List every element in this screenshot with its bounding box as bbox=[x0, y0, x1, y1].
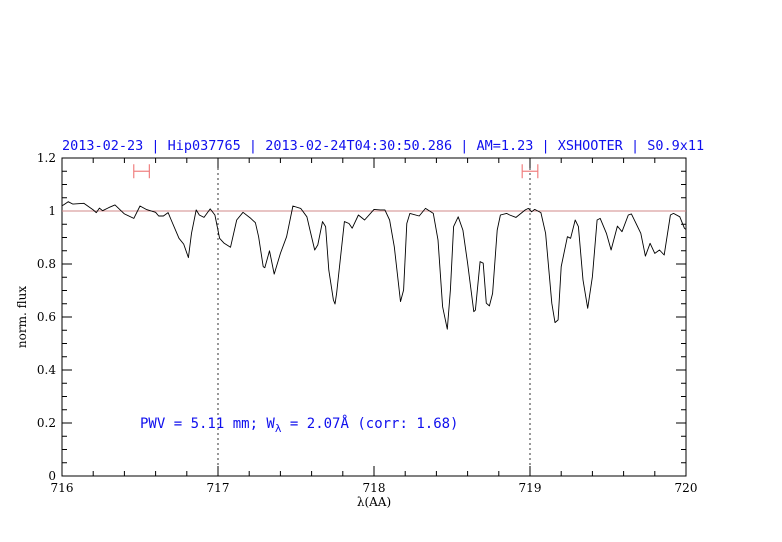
y-tick-label: 1 bbox=[48, 204, 56, 218]
x-tick-label: 719 bbox=[519, 481, 542, 495]
width-text: = 2.07Å (corr: 1.68) bbox=[281, 415, 458, 432]
y-tick-label: 0.4 bbox=[37, 363, 56, 377]
y-tick-label: 0.2 bbox=[37, 416, 56, 430]
y-tick-label: 0 bbox=[48, 469, 56, 483]
y-tick-label: 0.6 bbox=[37, 310, 56, 324]
x-tick-label: 717 bbox=[207, 481, 230, 495]
lambda-subscript: λ bbox=[275, 422, 282, 435]
x-axis-label: λ(AA) bbox=[357, 495, 391, 509]
error-bar bbox=[133, 164, 150, 179]
axes: 716 717 718 719 720 0 0.2 0.4 0.6 0.8 1 1.2 bbox=[37, 151, 698, 495]
marks bbox=[61, 158, 687, 476]
error-bar bbox=[521, 164, 539, 179]
x-tick-label: 718 bbox=[363, 481, 386, 495]
pwv-text: PWV = 5.11 mm; W bbox=[140, 416, 275, 432]
y-axis-label: norm. flux bbox=[15, 286, 29, 348]
y-tick-label: 0.8 bbox=[37, 257, 56, 271]
pwv-annotation: PWV = 5.11 mm; Wλ = 2.07Å (corr: 1.68) bbox=[140, 415, 459, 435]
y-tick-label: 1.2 bbox=[37, 151, 56, 165]
spectrum-line bbox=[61, 201, 687, 330]
chart-title: 2013-02-23 | Hip037765 | 2013-02-24T04:3… bbox=[62, 138, 704, 154]
x-tick-label: 716 bbox=[51, 481, 74, 495]
x-tick-label: 720 bbox=[675, 481, 698, 495]
